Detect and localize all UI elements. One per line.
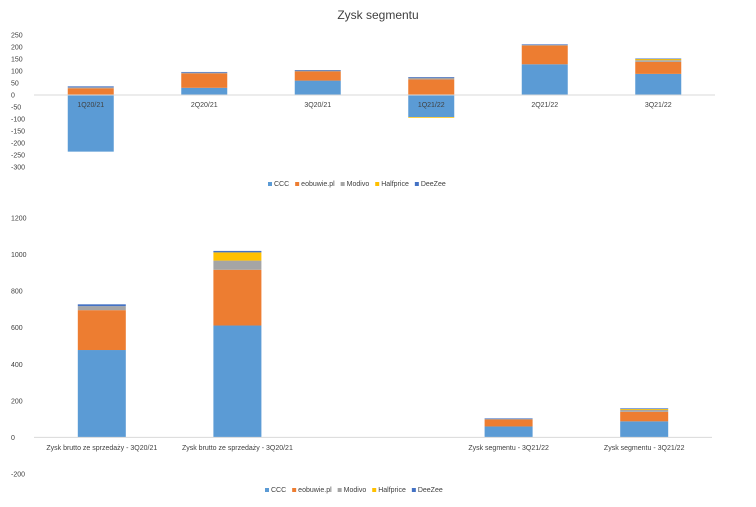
legend-swatch-modivo: [340, 182, 345, 186]
legend-label-modivo: Modivo: [344, 487, 367, 494]
bar-modivo: [521, 44, 568, 46]
bar-ccc: [484, 426, 533, 438]
y-tick-label: -200: [11, 141, 25, 148]
legend-label-deezee: DeeZee: [421, 181, 446, 188]
y-tick-label: 200: [11, 45, 23, 52]
bar-deezee: [294, 70, 341, 71]
bar-modivo: [67, 87, 114, 89]
bar-eobuwie-pl: [521, 45, 568, 65]
legend-label-eobuwie-pl: eobuwie.pl: [301, 181, 335, 188]
legend-swatch-eobuwie-pl: [292, 488, 297, 492]
bar-deezee: [77, 304, 126, 307]
legend-label-halfprice: Halfprice: [381, 181, 409, 188]
y-tick-label: -150: [11, 129, 25, 136]
y-tick-label: 200: [11, 398, 23, 405]
x-category-label: 2Q20/21: [191, 102, 218, 109]
bar-ccc: [408, 95, 455, 118]
bar-eobuwie-pl: [77, 310, 126, 351]
legend-label-eobuwie-pl: eobuwie.pl: [298, 487, 332, 494]
bar-ccc: [620, 421, 669, 438]
bar-deezee: [484, 418, 533, 420]
segment-profit-chart: Zysk segmentu 250 200 150 100 50 0 -50 -100 -150 -…: [11, 8, 715, 188]
legend-swatch-ccc: [268, 182, 272, 186]
bar-deezee: [620, 408, 669, 410]
bar-modivo: [408, 77, 455, 80]
bar-ccc: [181, 87, 228, 95]
bar-modivo: [181, 72, 228, 74]
y-tick-label: -300: [11, 165, 25, 172]
bar-eobuwie-pl: [213, 269, 262, 326]
bar-eobuwie-pl: [294, 71, 341, 81]
legend-label-ccc: CCC: [271, 487, 286, 494]
x-category-label: Zysk brutto ze sprzedaży - 3Q20/21: [46, 445, 157, 452]
y-tick-label: -100: [11, 117, 25, 124]
legend-label-halfprice: Halfprice: [378, 487, 406, 494]
chart-title: Zysk segmentu: [337, 8, 418, 22]
y-tick-label: 250: [11, 33, 23, 40]
bar-deezee: [67, 86, 114, 88]
bar-eobuwie-pl: [67, 88, 114, 95]
x-category-label: Zysk segmentu - 3Q21/22: [468, 445, 549, 452]
bar-eobuwie-pl: [408, 79, 455, 95]
bar-modivo: [77, 306, 126, 311]
bar-eobuwie-pl: [181, 73, 228, 88]
bar-deezee: [181, 71, 228, 73]
bar-deezee: [408, 77, 455, 78]
y-tick-label: -250: [11, 153, 25, 160]
legend-swatch-deezee: [411, 488, 416, 492]
x-category-label: Zysk brutto ze sprzedaży - 3Q20/21: [182, 445, 293, 452]
y-tick-label: 0: [11, 435, 15, 442]
legend-label-modivo: Modivo: [347, 181, 370, 188]
bar-ccc: [635, 73, 682, 95]
bar-halfprice: [635, 59, 682, 61]
y-tick-label: 1000: [11, 252, 27, 259]
x-category-label: 1Q21/22: [418, 102, 445, 109]
y-tick-label: 600: [11, 325, 23, 332]
y-tick-label: 1200: [11, 216, 27, 223]
y-tick-label: 800: [11, 289, 23, 296]
bar-eobuwie-pl: [635, 61, 682, 74]
bar-modivo: [620, 410, 669, 412]
bar-ccc: [213, 325, 262, 438]
bar-halfprice: [620, 409, 669, 410]
bar-modivo: [213, 260, 262, 270]
y-tick-label: -50: [11, 105, 21, 112]
x-category-label: 3Q20/21: [304, 102, 331, 109]
bar-eobuwie-pl: [484, 419, 533, 427]
bar-ccc: [67, 95, 114, 152]
y-tick-label: 150: [11, 57, 23, 64]
bar-ccc: [521, 64, 568, 95]
legend-swatch-ccc: [265, 488, 269, 492]
legend-label-ccc: CCC: [274, 181, 289, 188]
bar-modivo: [635, 60, 682, 62]
bar-deezee: [213, 250, 262, 253]
y-tick-label: 0: [11, 93, 15, 100]
bar-modivo: [294, 70, 341, 72]
legend-swatch-modivo: [337, 488, 342, 492]
x-category-label: Zysk segmentu - 3Q21/22: [604, 445, 685, 452]
bar-ccc: [77, 350, 126, 438]
y-tick-label: 400: [11, 362, 23, 369]
legend-swatch-halfprice: [375, 182, 380, 186]
x-category-label: 2Q21/22: [531, 102, 558, 109]
y-tick-label: -200: [11, 472, 25, 479]
legend-swatch-halfprice: [372, 488, 377, 492]
bar-modivo: [484, 418, 533, 420]
bar-ccc: [294, 80, 341, 95]
y-tick-label: 100: [11, 69, 23, 76]
bar-halfprice: [408, 117, 455, 118]
bar-deezee: [635, 58, 682, 60]
x-category-label: 1Q20/21: [77, 102, 104, 109]
bar-eobuwie-pl: [620, 411, 669, 422]
bar-deezee: [521, 44, 568, 45]
legend-swatch-deezee: [414, 182, 419, 186]
legend-swatch-eobuwie-pl: [295, 182, 300, 186]
y-tick-label: 50: [11, 81, 19, 88]
bar-halfprice: [213, 252, 262, 261]
x-category-label: 3Q21/22: [645, 102, 672, 109]
legend-label-deezee: DeeZee: [418, 487, 443, 494]
gross-profit-chart: 1200 1000 800 600 400 200 0 -200 Zysk brutto ze …: [11, 216, 712, 494]
